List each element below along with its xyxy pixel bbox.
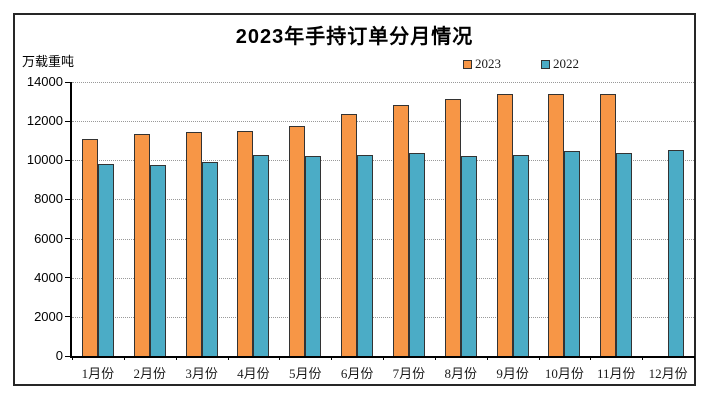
y-axis-tick [65,81,72,83]
x-axis-tick-label: 12月份 [648,366,688,381]
bar-2022-10月份 [564,151,581,356]
x-axis-tick [279,356,281,360]
x-axis-tick-label: 7月份 [392,366,426,381]
bar-2022-12月份 [668,149,685,356]
gridline [72,316,694,318]
legend: 2023 2022 [463,56,579,72]
x-axis-tick-label: 3月份 [185,366,218,381]
x-axis-tick-label: 2月份 [133,366,166,381]
y-axis-tick [65,120,72,122]
y-axis-tick-label: 14000 [26,74,63,89]
bar-2023-3月份 [185,131,202,356]
x-axis-tick [175,356,177,360]
x-axis-tick-label: 8月份 [444,366,477,381]
legend-item-2022: 2022 [541,56,579,72]
bar-2023-6月份 [341,114,358,356]
x-axis-tick [590,356,592,360]
bar-2023-5月份 [289,126,306,356]
y-axis-tick [65,277,72,279]
x-axis-tick-label: 5月份 [288,366,322,381]
legend-label: 2023 [475,56,501,71]
x-axis-tick-label: 11月份 [596,366,636,381]
bar-2022-6月份 [357,155,374,356]
x-axis-tick [642,356,644,360]
y-axis-tick-label: 0 [55,348,63,363]
y-axis-unit-label: 万载重吨 [22,54,75,69]
x-axis-tick-label: 6月份 [340,366,374,381]
bar-2023-2月份 [133,133,150,356]
bar-2022-8月份 [460,156,477,356]
y-axis-tick [65,159,72,161]
x-axis-tick [227,356,229,360]
y-axis-tick [65,355,72,357]
bar-2023-10月份 [548,93,565,356]
bar-2022-4月份 [253,155,270,356]
legend-label: 2022 [553,56,579,71]
legend-item-2023: 2023 [463,56,501,72]
bar-2022-11月份 [616,153,633,356]
y-axis-tick-label: 8000 [34,191,63,207]
x-axis-tick [694,356,695,360]
x-axis-tick-label: 4月份 [237,366,270,381]
bar-2023-1月份 [81,138,98,356]
bar-2022-1月份 [97,164,114,356]
chart-frame: 2023年手持订单分月情况 万载重吨 2023 2022 0 2000 4000 600… [13,13,696,386]
x-axis-tick [434,356,436,360]
x-axis-tick [331,356,333,360]
bar-2022-2月份 [149,165,166,356]
plot-area: 0 2000 4000 6000 8000 10000 12000 14000 1月份 2月份 3月… [27,74,695,381]
x-axis-tick-label: 10月份 [544,366,584,381]
x-axis-tick [538,356,540,360]
gridline [72,160,694,162]
y-axis-tick-label: 12000 [26,113,63,129]
y-axis-tick [65,238,72,240]
bar-2022-7月份 [408,153,425,356]
y-axis-tick-label: 4000 [34,269,63,285]
gridline [72,121,694,123]
x-axis-tick [123,356,125,360]
x-axis-tick [383,356,384,360]
legend-swatch-2022 [541,59,550,69]
bar-2022-9月份 [512,155,529,356]
x-axis-tick-label: 9月份 [496,366,529,381]
y-axis-tick [65,316,72,318]
bar-2023-11月份 [600,93,617,356]
gridline [72,82,694,83]
x-axis-tick [72,356,73,360]
bar-2022-3月份 [201,162,218,356]
y-axis-tick-label: 10000 [26,152,63,168]
legend-swatch-2023 [463,59,472,69]
x-axis-tick-label: 1月份 [81,366,115,381]
x-axis-tick [486,356,488,360]
gridline [72,199,694,201]
bar-2023-4月份 [237,130,254,356]
bar-2023-9月份 [496,93,513,356]
bar-2023-7月份 [392,105,409,356]
y-axis-tick [65,198,72,200]
chart-title: 2023年手持订单分月情况 [235,26,474,48]
y-axis-tick-label: 6000 [34,230,63,246]
y-axis-tick-label: 2000 [34,308,63,324]
gridline [72,238,694,240]
gridline [72,277,694,279]
bar-2023-8月份 [444,98,461,356]
bar-2022-5月份 [305,156,322,356]
